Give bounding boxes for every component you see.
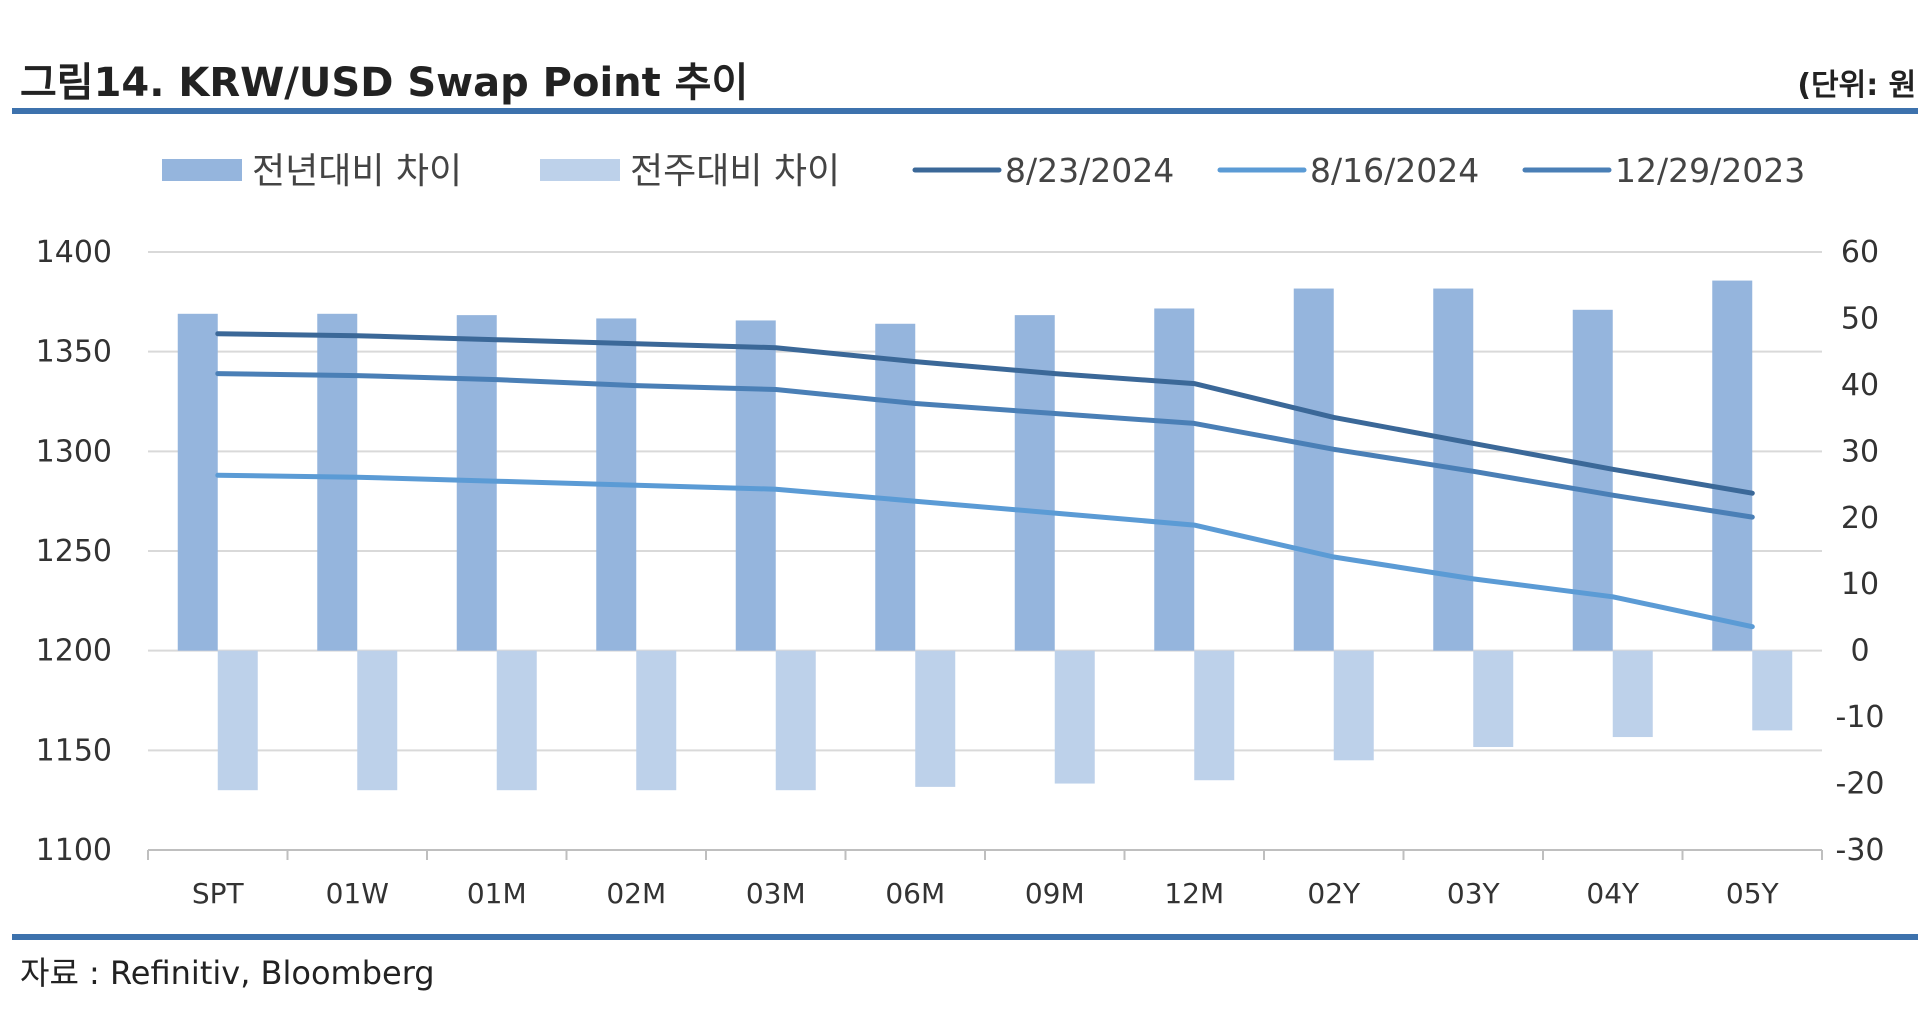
bar-yoy	[177, 313, 218, 651]
bottom-divider	[12, 934, 1918, 940]
x-tick-label: 03M	[746, 877, 806, 910]
lines	[215, 331, 1755, 630]
legend-label: 12/29/2023	[1615, 151, 1805, 190]
bar-wow	[1752, 650, 1793, 731]
line-series-2	[215, 472, 1755, 630]
right-tick-label: -10	[1836, 700, 1885, 735]
bar-yoy	[317, 313, 358, 651]
x-tick-label: 01W	[326, 877, 389, 910]
page-title: 그림14. KRW/USD Swap Point 추이	[20, 60, 749, 106]
x-tick-label: 06M	[885, 877, 945, 910]
left-axis: 1100 1150 1200 1250 1300 1350 1400	[36, 235, 112, 868]
legend-label: 8/23/2024	[1005, 151, 1174, 190]
x-axis: SPT 01W 01M 02M 03M 06M 09M 12M 02Y 03Y 04Y 05Y	[147, 849, 1823, 910]
left-tick-label: 1150	[36, 733, 112, 768]
bar-wow	[217, 650, 258, 791]
x-tick-label: 09M	[1025, 877, 1085, 910]
gridlines	[148, 251, 1822, 752]
right-tick-label: 0	[1850, 634, 1869, 669]
left-tick-label: 1100	[36, 833, 112, 868]
legend: 전년대비 차이 전주대비 차이 8/23/2024 8/16/2024 12/29/20…	[162, 151, 1805, 192]
top-divider	[12, 108, 1918, 114]
bar-yoy	[875, 323, 916, 651]
x-tick-label: 04Y	[1586, 877, 1640, 910]
right-tick-label: 20	[1841, 501, 1879, 536]
bar-wow	[1194, 650, 1235, 781]
bar-wow	[496, 650, 537, 791]
left-tick-label: 1400	[36, 235, 112, 270]
bar-wow	[775, 650, 816, 791]
legend-swatch	[162, 159, 242, 181]
right-tick-label: -20	[1836, 767, 1885, 802]
x-tick-label: 05Y	[1726, 877, 1780, 910]
bar-wow	[1054, 650, 1095, 784]
left-tick-label: 1200	[36, 634, 112, 669]
right-tick-label: -30	[1836, 833, 1885, 868]
x-tick-label: 03Y	[1447, 877, 1501, 910]
legend-label: 전년대비 차이	[252, 151, 462, 192]
left-tick-label: 1250	[36, 534, 112, 569]
line-series-1	[215, 331, 1755, 496]
x-tick-label: SPT	[192, 877, 245, 910]
bar-wow	[357, 650, 398, 791]
x-tick-label: 02Y	[1307, 877, 1361, 910]
bar-wow	[636, 650, 677, 791]
bar-wow	[1333, 650, 1374, 761]
bar-yoy	[1014, 315, 1055, 651]
x-tick-label: 12M	[1164, 877, 1224, 910]
right-axis: -30 -20 -10 0 10 20 30 40 50 60	[1836, 235, 1885, 868]
legend-label: 8/16/2024	[1310, 151, 1479, 190]
bar-wow	[1473, 650, 1514, 748]
left-tick-label: 1300	[36, 434, 112, 469]
line-series-3	[215, 371, 1755, 520]
right-tick-label: 10	[1841, 567, 1879, 602]
legend-swatch	[540, 159, 620, 181]
legend-label: 전주대비 차이	[630, 151, 840, 192]
left-tick-label: 1350	[36, 335, 112, 370]
right-tick-label: 50	[1841, 301, 1879, 336]
source-note: 자료 : Refinitiv, Bloomberg	[20, 954, 435, 992]
x-tick-label: 02M	[606, 877, 666, 910]
bar-yoy	[1712, 280, 1753, 651]
right-tick-label: 40	[1841, 368, 1879, 403]
bar-wow	[915, 650, 956, 787]
right-tick-label: 60	[1841, 235, 1879, 270]
bar-yoy	[1572, 309, 1613, 651]
bars	[177, 280, 1793, 791]
bar-yoy	[1154, 308, 1195, 651]
bar-yoy	[1293, 288, 1334, 651]
right-tick-label: 30	[1841, 434, 1879, 469]
bar-wow	[1612, 650, 1653, 738]
unit-label: (단위: 원)	[1797, 68, 1918, 103]
x-tick-label: 01M	[467, 877, 527, 910]
bar-yoy	[735, 320, 776, 651]
swap-point-chart: 전년대비 차이 전주대비 차이 8/23/2024 8/16/2024 12/29/20…	[36, 151, 1885, 910]
